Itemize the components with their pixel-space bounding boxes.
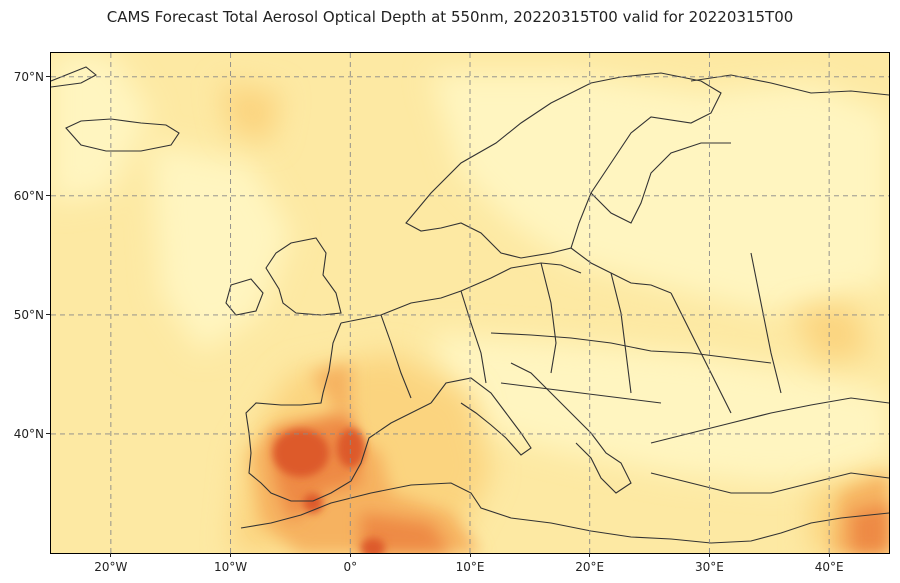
- lat-tick-mark: [46, 433, 50, 435]
- aerosol-peak-regions: [273, 428, 385, 553]
- lon-tick-label: 20°E: [575, 560, 605, 574]
- aerosol-map-canvas: [51, 53, 889, 553]
- aerosol-low-regions: [51, 53, 889, 483]
- lon-tick-label: 10°E: [455, 560, 485, 574]
- map-title: CAMS Forecast Total Aerosol Optical Dept…: [106, 8, 794, 26]
- lat-tick-mark: [46, 314, 50, 316]
- lon-tick-label: 10°W: [213, 560, 248, 574]
- coastlines: [51, 66, 889, 544]
- lat-tick-label: 50°N: [13, 307, 44, 322]
- lat-tick-label: 60°N: [13, 188, 44, 203]
- gridlines: [51, 53, 889, 553]
- lon-tick-mark: [708, 553, 710, 557]
- lon-tick-label: 0°: [343, 560, 358, 574]
- lat-tick-mark: [46, 195, 50, 197]
- lat-tick-label: 70°N: [13, 69, 44, 84]
- lon-tick-mark: [828, 553, 830, 557]
- lat-tick-mark: [46, 76, 50, 78]
- lon-tick-mark: [349, 553, 351, 557]
- aerosol-map: [50, 52, 890, 554]
- lon-tick-mark: [469, 553, 471, 557]
- lon-tick-label: 30°E: [694, 560, 724, 574]
- lon-tick-mark: [589, 553, 591, 557]
- lon-tick-label: 40°E: [814, 560, 844, 574]
- lon-tick-mark: [230, 553, 232, 557]
- lon-tick-mark: [110, 553, 112, 557]
- lon-tick-label: 20°W: [94, 560, 128, 574]
- lat-tick-label: 40°N: [13, 426, 44, 441]
